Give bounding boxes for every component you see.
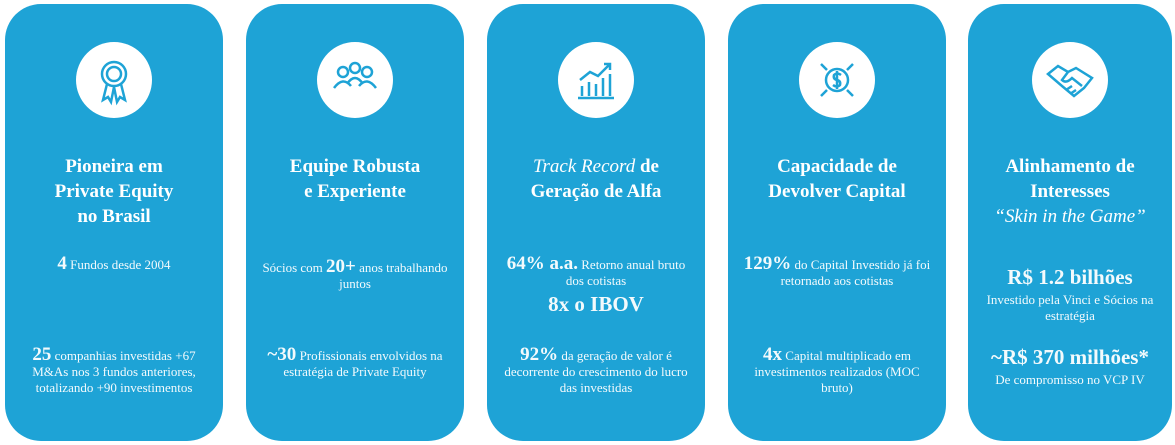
text-block: 129% do Capital Investido já foi retorna…	[740, 253, 934, 289]
text: De compromisso no VCP IV	[995, 372, 1145, 387]
text: Fundos desde 2004	[66, 257, 171, 272]
text-block: Sócios com 20+ anos trabalhando juntos	[258, 256, 452, 292]
icon	[558, 42, 634, 118]
text: do Capital Investido já foi retornado ao…	[780, 257, 931, 288]
text: da geração de valor é decorrente do cres…	[504, 348, 688, 395]
text: Retorno anual bruto dos cotistas	[565, 257, 686, 288]
card: Capacidade de Devolver Capital 129% do C…	[728, 4, 946, 441]
card: Equipe Robusta e Experiente Sócios com 2…	[246, 4, 464, 441]
text: Investido pela Vinci e Sócios na estraté…	[986, 292, 1154, 323]
title-line: Pioneira em	[65, 156, 163, 177]
title-line: e Experiente	[304, 181, 406, 202]
text: anos trabalhando juntos	[339, 260, 448, 291]
highlight: 4x	[763, 344, 783, 365]
highlight: 20+	[326, 256, 356, 277]
icon	[799, 42, 875, 118]
text-block: R$ 1.2 bilhões Investido pela Vinci e Sóc…	[980, 262, 1160, 324]
card-title: Equipe Robusta e Experiente	[258, 154, 452, 204]
card-title: Track Record de Geração de Alfa	[499, 154, 693, 204]
text-block: 4 Fundos desde 2004	[17, 253, 211, 274]
card-title: Pioneira em Private Equity no Brasil	[17, 154, 211, 229]
text-block: ~R$ 370 milhões* De compromisso no VCP IV	[980, 342, 1160, 388]
card-title: Alinhamento de Interesses “Skin in the G…	[980, 154, 1160, 229]
text-block: 4x Capital multiplicado em investimentos…	[740, 344, 934, 396]
icon	[1032, 42, 1108, 118]
text-block: ~30 Profissionais envolvidos na estratég…	[258, 344, 452, 380]
highlight: 92%	[520, 344, 559, 365]
card: Pioneira em Private Equity no Brasil 4 F…	[5, 4, 223, 441]
text-block: 92% da geração de valor é decorrente do …	[499, 344, 693, 396]
text-block: 64% a.a. Retorno anual bruto dos cotista…	[499, 253, 693, 319]
highlight: 8x o IBOV	[548, 292, 644, 316]
card: Alinhamento de Interesses “Skin in the G…	[968, 4, 1172, 441]
text: Profissionais envolvidos na estratégia d…	[283, 348, 443, 379]
title-line: Devolver Capital	[768, 181, 906, 202]
highlight: 25	[32, 344, 52, 365]
title-line: no Brasil	[77, 206, 151, 227]
card: Track Record de Geração de Alfa 64% a.a.…	[487, 4, 705, 441]
icon	[317, 42, 393, 118]
highlight: 129%	[743, 253, 792, 274]
highlight: R$ 1.2 bilhões	[1007, 265, 1133, 289]
title-line: Capacidade de	[777, 156, 897, 177]
icon	[76, 42, 152, 118]
highlight: ~R$ 370 milhões*	[991, 345, 1149, 369]
title-part: Track Record	[533, 156, 636, 177]
card-title: Capacidade de Devolver Capital	[740, 154, 934, 204]
text: companhias investidas +67 M&As nos 3 fun…	[32, 348, 196, 395]
text: Capital multiplicado em investimentos re…	[754, 348, 920, 395]
highlight: ~30	[267, 344, 297, 365]
title-line: Private Equity	[54, 181, 174, 202]
text: Sócios com	[262, 260, 327, 275]
title-part: de	[635, 156, 659, 177]
title-line: Interesses	[1030, 181, 1110, 202]
title-line: “Skin in the Game”	[994, 206, 1146, 227]
title-line: Alinhamento de	[1005, 156, 1135, 177]
title-line: Geração de Alfa	[530, 181, 662, 202]
title-line: Equipe Robusta	[289, 156, 421, 177]
highlight: 4	[57, 253, 67, 274]
highlight: 64% a.a.	[506, 253, 578, 274]
text-block: 25 companhias investidas +67 M&As nos 3 …	[17, 344, 211, 396]
